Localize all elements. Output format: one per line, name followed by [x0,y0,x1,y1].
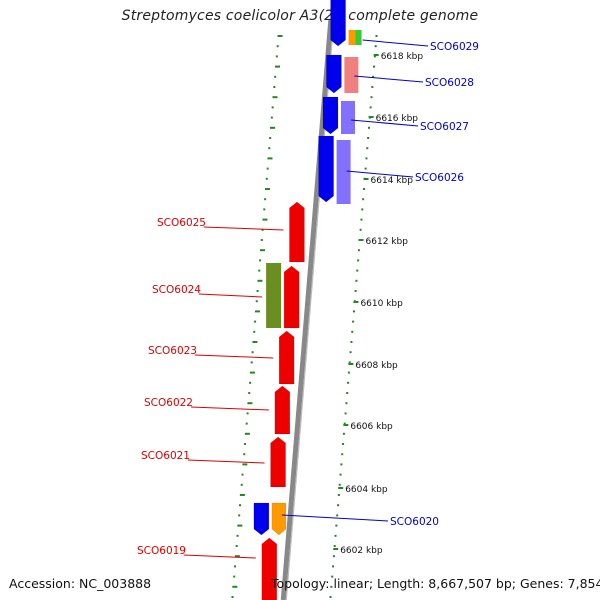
gene-sco6019 [261,537,278,600]
gene-extra-green_gene [355,30,362,45]
gene-extra-purple_gene [340,101,355,134]
gene-sco6023 [278,330,295,385]
map-title: Streptomyces coelicolor A3(2), complete … [121,8,479,24]
gene-label-sco6028: SCO6028 [425,77,474,89]
scale-label: 6610 kbp [360,299,403,309]
scale-label: 6614 kbp [371,176,414,186]
gene-sco6021 [270,436,286,488]
leader-line [183,554,256,559]
leader-line [203,226,284,231]
gene-extra-pink_gene [344,57,359,93]
scale-label: 6616 kbp [376,114,419,124]
gene-label-sco6025: SCO6025 [157,217,206,229]
gene-label-sco6029: SCO6029 [430,41,479,53]
gene-label-sco6021: SCO6021 [141,450,190,462]
gene-sco6028 [326,54,342,94]
gene-label-sco6026: SCO6026 [415,172,464,184]
scale-label: 6618 kbp [381,52,424,62]
gene-features [253,0,362,600]
leader-line [198,293,263,298]
genome-stats-text: Topology: linear; Length: 8,667,507 bp; … [271,576,600,591]
gene-sco6022 [274,385,291,435]
leader-line [190,406,269,411]
gene-label-sco6022: SCO6022 [144,397,193,409]
leader-line [346,170,414,178]
gene-label-sco6023: SCO6023 [148,345,197,357]
accession-text: Accession: NC_003888 [9,576,152,591]
scale-label: 6602 kbp [340,546,383,556]
label-leader-lines [183,39,429,559]
gene-sco6020 [253,502,270,536]
gene-sco6025 [289,201,305,263]
leader-line [194,354,274,359]
gene-sco6024 [283,265,300,329]
leader-line [187,459,265,464]
leader-line [281,514,389,522]
gene-sco6029 [330,0,346,47]
scale-label: 6606 kbp [350,422,393,432]
gene-labels: SCO6029 SCO6028 SCO6027 SCO6026 SCO6020 SCO60… [137,41,479,557]
gene-label-sco6019: SCO6019 [137,545,186,557]
scale-labels: 6618 kbp 6616 kbp 6614 kbp 6612 kbp 6610 kbp… [333,52,423,556]
scale-label: 6604 kbp [345,485,388,495]
gene-extra-orange_gene [271,502,287,536]
leader-line [362,39,429,47]
leader-line [350,119,419,127]
tick-marks [231,35,378,598]
gene-extra-purple_gene [336,140,351,204]
scale-label: 6608 kbp [355,361,398,371]
gene-label-sco6020: SCO6020 [390,516,439,528]
gene-sco6026 [318,135,334,203]
backbone-line [280,19,334,600]
gene-label-sco6027: SCO6027 [420,121,469,133]
gene-extra-orange_gene [348,30,357,45]
gene-sco6027 [322,96,339,135]
leader-line [354,75,424,83]
gene-label-sco6024: SCO6024 [152,284,201,296]
scale-label: 6612 kbp [366,237,409,247]
gene-extra-olive_gene [266,263,282,328]
